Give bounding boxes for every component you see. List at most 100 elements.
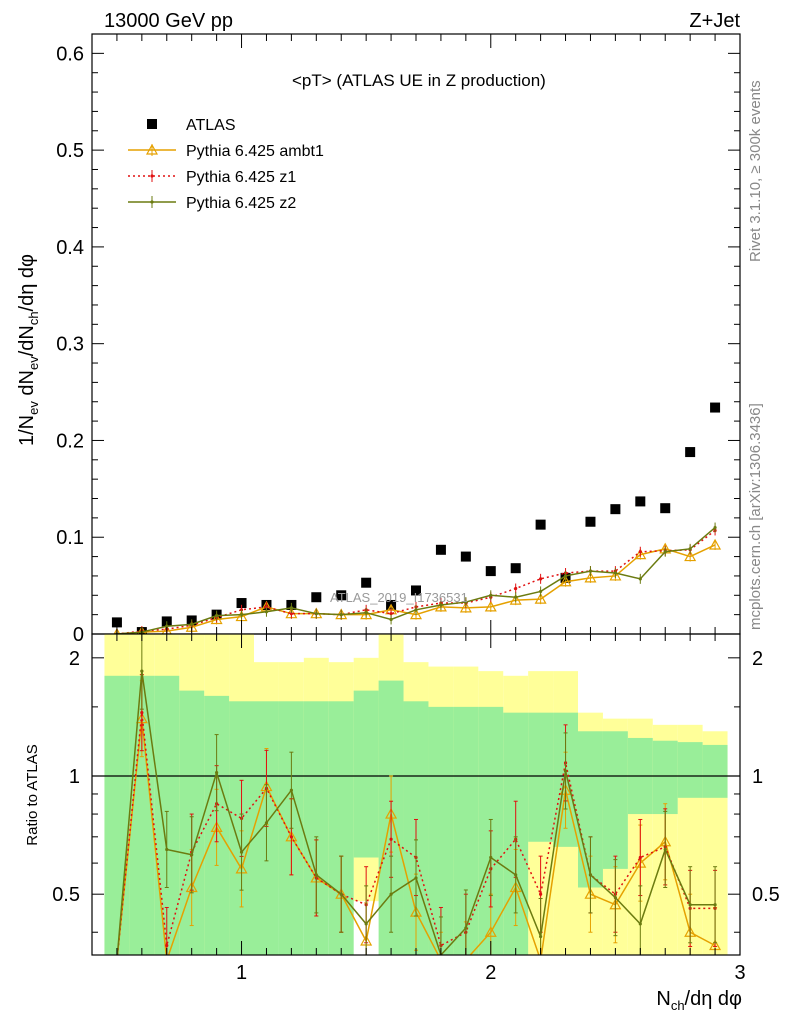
data-point (535, 519, 546, 530)
data-point (364, 611, 368, 615)
data-point (485, 566, 496, 577)
data-point (434, 600, 447, 612)
ratio-point (389, 892, 393, 896)
main-panel: 0 0.1 0.2 0.3 0.4 0.5 0.6 (56, 33, 741, 646)
data-point (215, 614, 219, 618)
ratio-y-tick-label: 1 (69, 766, 80, 788)
data-point (314, 612, 318, 616)
ratio-point (289, 788, 293, 792)
legend-entry-pythia-6-425-z1: Pythia 6.425 z1 (128, 169, 296, 186)
ratio-y-tick-label: 2 (69, 648, 80, 670)
ratio-point (115, 959, 118, 962)
y-tick-label: 0.5 (56, 140, 84, 162)
data-point (289, 606, 293, 610)
data-point (634, 548, 647, 560)
legend-marker (150, 200, 154, 204)
ratio-point (638, 855, 642, 860)
data-point (559, 575, 572, 587)
series-pythia-6-425-z1 (115, 525, 717, 639)
data-point (663, 550, 667, 554)
ratio-point (215, 771, 219, 775)
data-point (414, 608, 418, 612)
y-tick-label: 0.3 (56, 334, 84, 356)
data-point (510, 563, 521, 574)
ratio-point (165, 847, 169, 852)
ratio-point (314, 873, 318, 877)
ratio-series (115, 634, 722, 962)
ratio-point (264, 821, 269, 825)
data-point (484, 600, 497, 612)
data-point (609, 569, 622, 581)
ratio-point (588, 873, 593, 877)
ratio-point (539, 934, 543, 939)
data-point (509, 593, 522, 605)
data-point (361, 577, 372, 588)
data-point (713, 525, 717, 530)
data-point (588, 569, 593, 573)
ratio-point (539, 892, 543, 896)
data-point (464, 600, 468, 604)
ratio-point (140, 669, 144, 673)
ratio-point (239, 850, 244, 854)
green-band-bin (353, 690, 379, 858)
data-point (411, 585, 421, 596)
y-tick-label: 0.2 (56, 430, 84, 452)
legend-entry-pythia-6-425-z2: Pythia 6.425 z2 (128, 195, 296, 212)
data-point (563, 574, 568, 578)
green-band-bin (652, 740, 678, 815)
data-point (489, 593, 493, 597)
ratio-point (613, 896, 617, 900)
ratio-point (484, 925, 497, 937)
data-point (409, 608, 423, 620)
data-point (710, 402, 721, 413)
data-point (459, 601, 472, 613)
ratio-point (540, 953, 542, 955)
ratio-point (115, 959, 118, 962)
y-tick-label: 0.1 (56, 527, 84, 549)
legend-label: ATLAS (186, 117, 236, 134)
legend-marker (145, 143, 159, 155)
data-point (638, 577, 642, 581)
ratio-y-tick-label: 0.5 (52, 884, 80, 906)
data-point (585, 516, 596, 527)
ratio-point (165, 943, 169, 948)
data-point (439, 603, 443, 607)
x-axis-label: Nch/dη dφ (656, 988, 742, 1013)
header-process: 13000 GeV pp (104, 10, 233, 32)
ratio-point (414, 876, 418, 880)
ratio-point (713, 903, 717, 907)
data-point (210, 613, 223, 625)
y-axis-label: 1/Nev dNev/dNch/dη dφ (16, 254, 41, 446)
legend-label: Pythia 6.425 ambt1 (186, 143, 324, 160)
ratio-point (464, 926, 468, 930)
data-point (613, 571, 617, 575)
data-point (336, 590, 347, 601)
ratio-y-tick-label-right: 0.5 (752, 884, 780, 906)
rivet-label: Rivet 3.1.10, ≥ 300k events (747, 80, 764, 262)
ratio-point (190, 853, 194, 857)
x-tick-label: 1 (236, 962, 247, 984)
analysis-watermark: ATLAS_2019_I1736531 (330, 590, 468, 605)
ratio-point (389, 837, 393, 841)
data-point (111, 617, 122, 628)
data-point (165, 624, 169, 628)
data-point (389, 612, 393, 616)
ratio-panel: 1 2 3 0.5 0.5 1 1 2 2 (52, 633, 780, 984)
data-point (610, 504, 621, 515)
data-point (688, 547, 692, 551)
chart-title: <pT> (ATLAS UE in Z production) (292, 71, 546, 90)
y-tick-label: 0.4 (56, 237, 84, 259)
legend-entry-pythia-6-425-ambt1: Pythia 6.425 ambt1 (128, 143, 324, 160)
ratio-y-tick-label-right: 1 (752, 766, 763, 788)
header-channel: Z+Jet (689, 10, 740, 32)
legend-marker (147, 119, 157, 129)
green-band-bin (602, 731, 628, 869)
ratio-point (339, 892, 343, 896)
y-tick-label: 0.6 (56, 43, 84, 65)
green-band-bin (528, 712, 554, 842)
ratio-point (440, 953, 442, 955)
data-point (539, 589, 543, 594)
ratio-point (563, 769, 568, 773)
data-point (534, 592, 547, 604)
ratio-point (166, 953, 168, 955)
